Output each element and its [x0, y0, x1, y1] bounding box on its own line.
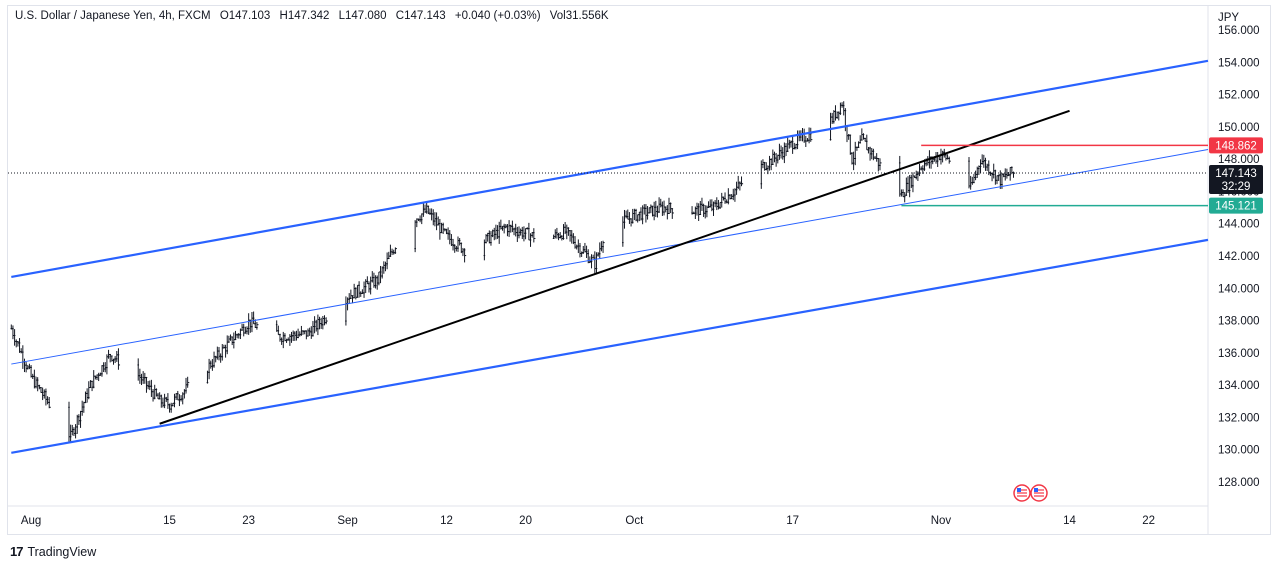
y-tick-label: 154.000 — [1218, 57, 1260, 69]
symbol-title: U.S. Dollar / Japanese Yen, 4h, FXCM — [15, 10, 211, 22]
x-tick-label: 14 — [1063, 515, 1076, 527]
trendline[interactable] — [159, 109, 1070, 425]
brand-name: TradingView — [27, 544, 97, 559]
y-tick-label: 152.000 — [1218, 90, 1260, 102]
tradingview-footer[interactable]: 17 TradingView — [10, 544, 96, 559]
channel-lower-line[interactable] — [11, 238, 1209, 454]
support-price-tag-text: 145.121 — [1215, 201, 1257, 213]
y-tick-label: 148.000 — [1218, 154, 1260, 166]
y-tick-label: 144.000 — [1218, 219, 1260, 231]
y-tick-label: 156.000 — [1218, 25, 1260, 37]
current-price-tag-text: 147.143 — [1215, 168, 1257, 180]
low-value: L147.080 — [338, 10, 387, 22]
symbol-legend: U.S. Dollar / Japanese Yen, 4h, FXCM O14… — [15, 10, 615, 22]
open-value: O147.103 — [219, 10, 271, 22]
us-event-flag-icon[interactable] — [1030, 484, 1048, 502]
candles — [10, 101, 1016, 443]
support-price-tag: 145.121 — [1209, 197, 1263, 214]
x-tick-label: 23 — [242, 515, 255, 527]
x-tick-label: Oct — [625, 515, 644, 527]
x-tick-label: 15 — [163, 515, 176, 527]
x-tick-label: Nov — [931, 515, 952, 527]
x-tick-label: 22 — [1142, 515, 1155, 527]
tradingview-logo-icon: 17 — [10, 544, 24, 559]
y-tick-label: 134.000 — [1218, 380, 1260, 392]
x-tick-label: Aug — [21, 515, 41, 527]
resistance-price-tag-text: 148.862 — [1215, 140, 1257, 152]
support-price-tag-bg — [1209, 197, 1263, 214]
y-tick-label: 140.000 — [1218, 283, 1260, 295]
x-tick-label: 17 — [786, 515, 799, 527]
high-value: H147.342 — [279, 10, 330, 22]
close-value: C147.143 — [395, 10, 446, 22]
current-price-tag-bg — [1209, 165, 1263, 195]
x-tick-label: 20 — [519, 515, 532, 527]
y-tick-label: 128.000 — [1218, 477, 1260, 489]
x-tick-label: 12 — [440, 515, 453, 527]
y-tick-label: 142.000 — [1218, 251, 1260, 263]
currency-label: JPY — [1218, 12, 1239, 24]
volume-value: Vol31.556K — [549, 10, 609, 22]
resistance-price-tag-bg — [1209, 137, 1263, 154]
y-tick-label: 138.000 — [1218, 316, 1260, 328]
x-tick-label: Sep — [337, 515, 357, 527]
change-value: +0.040 (+0.03%) — [454, 10, 541, 22]
chart-frame — [7, 5, 1271, 535]
channel-upper-line[interactable] — [11, 59, 1209, 279]
y-tick-label: 130.000 — [1218, 445, 1260, 457]
y-tick-label: 132.000 — [1218, 412, 1260, 424]
us-event-flag-icon[interactable] — [1013, 484, 1031, 502]
current-price-tag-text: 32:29 — [1222, 181, 1251, 193]
y-tick-label: 150.000 — [1218, 122, 1260, 134]
y-tick-label: 136.000 — [1218, 348, 1260, 360]
channel-middle-line[interactable] — [11, 149, 1209, 365]
resistance-price-tag: 148.862 — [1209, 137, 1263, 154]
